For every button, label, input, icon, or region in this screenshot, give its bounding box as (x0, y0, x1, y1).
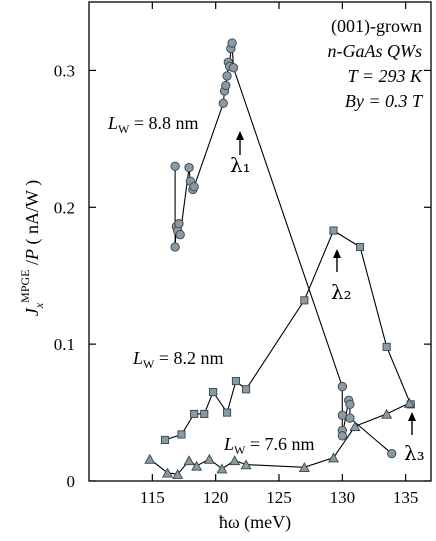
data-point-circle (174, 219, 184, 229)
data-point-circle (345, 399, 355, 410)
lambda-3-arrow-head (408, 412, 416, 421)
data-point-square (329, 226, 338, 235)
data-point-triangle (349, 421, 361, 431)
x-tick-label: 135 (393, 488, 419, 507)
y-title-rest: / (22, 260, 42, 270)
lambda-1-label: λ₁ (230, 153, 251, 177)
label-8.2-sub: W (143, 357, 155, 371)
axis-ticks: 115 120 125 130 135 0 0.1 0.2 0.3 (54, 2, 431, 507)
data-point-circle (221, 80, 231, 91)
data-point-square (223, 408, 232, 417)
y-title-J: J (22, 307, 42, 316)
data-point-triangle (191, 460, 203, 471)
data-point-circle (337, 410, 347, 420)
y-tick-label: 0 (67, 472, 76, 491)
data-point-triangle (216, 463, 228, 474)
lambda-3-label: λ₃ (404, 441, 425, 465)
y-title-sup: MPGE (18, 270, 32, 303)
series-line-2 (149, 402, 410, 475)
lambda-3-marker: λ₃ (404, 412, 425, 465)
series-label-7.6: LW = 7.6 nm (223, 434, 315, 457)
series-markers (144, 38, 415, 479)
lambda-2-marker: λ₂ (331, 249, 352, 304)
data-point-square (160, 435, 170, 444)
lambda-2-arrow-head (333, 249, 341, 258)
label-8.8-rest: = 8.8 nm (129, 113, 198, 133)
lambda-1-arrow-head (236, 131, 244, 140)
label-7.6-rest: = 7.6 nm (245, 434, 314, 454)
series-line-1 (164, 229, 412, 441)
y-title-unit: ( nA/W ) (22, 180, 43, 249)
y-title-P: P (22, 249, 42, 261)
x-axis-title: ħω (meV) (219, 512, 291, 533)
data-point-triangle (162, 467, 174, 478)
data-point-circle (387, 448, 397, 459)
annotation-line-3: T = 293 K (348, 66, 423, 86)
y-tick-label: 0.2 (54, 198, 75, 217)
data-point-square (190, 409, 199, 418)
series-label-8.8: LW = 8.8 nm (107, 113, 199, 136)
data-point-square (356, 242, 365, 252)
lambda-2-label: λ₂ (331, 280, 352, 304)
data-point-triangle (229, 455, 241, 466)
data-point-circle (337, 431, 347, 441)
data-point-circle (228, 63, 239, 73)
data-point-square (242, 385, 251, 394)
data-point-triangle (403, 397, 415, 408)
data-point-circle (170, 161, 180, 171)
x-tick-label: 115 (140, 488, 165, 507)
data-point-circle (345, 413, 355, 423)
data-point-triangle (203, 453, 215, 464)
lambda-1-marker: λ₁ (230, 131, 251, 177)
y-tick-label: 0.1 (54, 335, 75, 354)
x-tick-label: 125 (266, 488, 292, 507)
data-point-square (200, 409, 209, 418)
x-tick-label: 120 (203, 488, 229, 507)
data-point-triangle (240, 459, 252, 470)
annotation-line-1: (001)-grown (331, 16, 422, 37)
data-point-square (209, 387, 218, 397)
x-tick-label: 130 (330, 488, 356, 507)
y-title-sub: x (32, 302, 46, 309)
data-point-square (300, 296, 309, 305)
data-point-circle (337, 381, 347, 392)
label-7.6-L: L (223, 434, 234, 454)
data-point-circle (227, 38, 237, 48)
y-axis-title: JxMPGE /P ( nA/W ) (18, 180, 46, 316)
data-point-square (177, 430, 186, 439)
data-point-triangle (381, 408, 393, 419)
data-point-circle (170, 242, 180, 252)
y-tick-label: 0.3 (54, 61, 75, 80)
annotation-line-4: By = 0.3 T (345, 91, 424, 111)
label-8.8-sub: W (118, 122, 130, 136)
data-point-square (231, 377, 240, 386)
data-point-circle (175, 230, 185, 240)
data-point-circle (222, 71, 232, 81)
data-point-circle (218, 98, 228, 108)
data-point-circle (189, 182, 199, 192)
label-7.6-sub: W (234, 443, 246, 457)
data-point-triangle (144, 453, 156, 464)
data-point-triangle (327, 452, 339, 463)
plot-frame (88, 1, 432, 482)
series-label-8.2: LW = 8.2 nm (132, 348, 224, 371)
data-point-circle (184, 162, 194, 173)
data-point-triangle (183, 455, 195, 466)
data-point-triangle (298, 462, 310, 473)
data-point-square (382, 342, 391, 351)
label-8.2-L: L (132, 348, 143, 368)
label-8.2-rest: = 8.2 nm (154, 348, 223, 368)
label-8.8-L: L (107, 113, 118, 133)
data-point-triangle (172, 468, 184, 479)
annotation-line-2: n-GaAs QWs (328, 41, 423, 61)
